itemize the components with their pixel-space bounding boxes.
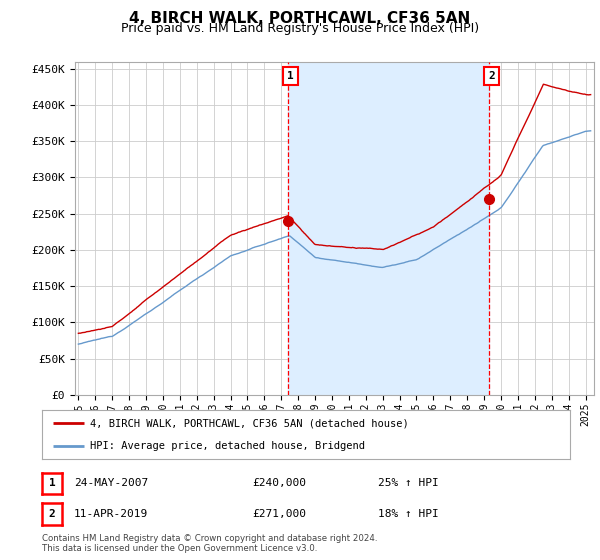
- Text: Price paid vs. HM Land Registry's House Price Index (HPI): Price paid vs. HM Land Registry's House …: [121, 22, 479, 35]
- Text: HPI: Average price, detached house, Bridgend: HPI: Average price, detached house, Brid…: [89, 441, 365, 451]
- Text: 11-APR-2019: 11-APR-2019: [74, 509, 148, 519]
- Text: £271,000: £271,000: [252, 509, 306, 519]
- Text: 24-MAY-2007: 24-MAY-2007: [74, 478, 148, 488]
- Text: 4, BIRCH WALK, PORTHCAWL, CF36 5AN: 4, BIRCH WALK, PORTHCAWL, CF36 5AN: [130, 11, 470, 26]
- Text: 1: 1: [287, 71, 294, 81]
- Text: 4, BIRCH WALK, PORTHCAWL, CF36 5AN (detached house): 4, BIRCH WALK, PORTHCAWL, CF36 5AN (deta…: [89, 419, 408, 429]
- Text: 18% ↑ HPI: 18% ↑ HPI: [378, 509, 439, 519]
- Text: 25% ↑ HPI: 25% ↑ HPI: [378, 478, 439, 488]
- Text: 2: 2: [49, 509, 55, 519]
- Bar: [288, 62, 489, 395]
- Text: £240,000: £240,000: [252, 478, 306, 488]
- Text: 1: 1: [49, 478, 55, 488]
- Text: Contains HM Land Registry data © Crown copyright and database right 2024.
This d: Contains HM Land Registry data © Crown c…: [42, 534, 377, 553]
- Text: 2: 2: [488, 71, 495, 81]
